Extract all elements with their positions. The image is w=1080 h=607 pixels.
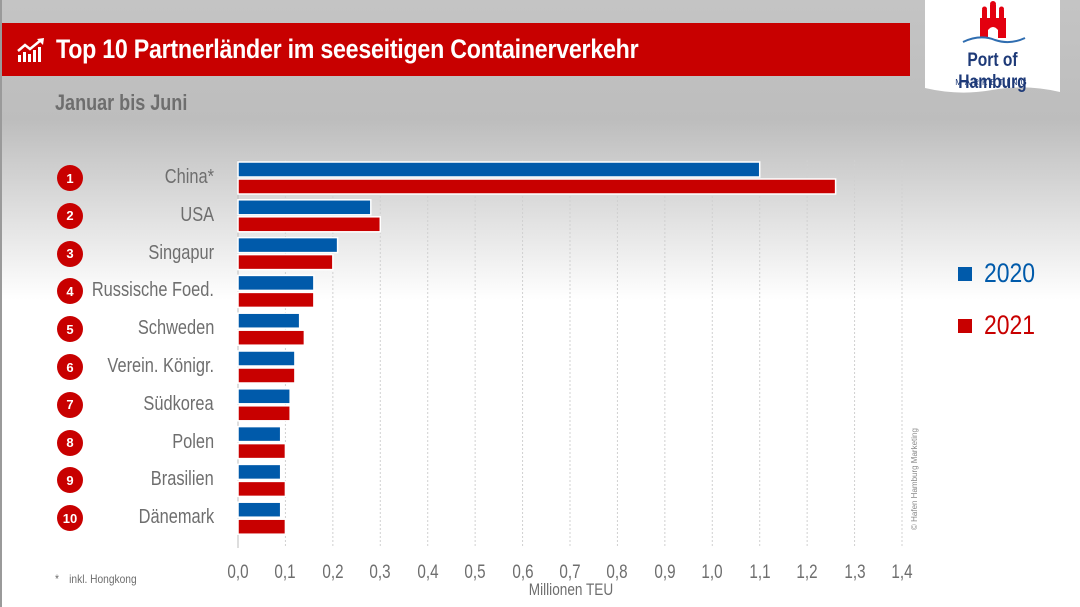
legend-item-2020: 2020 xyxy=(958,258,1044,289)
footnote-mark: * xyxy=(55,572,59,586)
bar-2021 xyxy=(237,178,837,195)
category-label: Dänemark xyxy=(138,506,214,529)
category-label: Südkorea xyxy=(143,392,214,415)
x-tick-label: 0,8 xyxy=(606,562,628,583)
chart-title: Top 10 Partnerländer im seeseitigen Cont… xyxy=(56,34,639,64)
x-tick-label: 1,4 xyxy=(891,562,913,583)
rank-badge: 4 xyxy=(57,278,83,305)
rank-badge: 9 xyxy=(57,467,83,494)
legend-swatch-2020 xyxy=(958,266,972,281)
category-label: Brasilien xyxy=(151,468,214,491)
x-tick-label: 0,2 xyxy=(322,562,344,583)
x-tick-label: 0,5 xyxy=(464,562,486,583)
category-label: Singapur xyxy=(148,241,214,264)
legend-label-2020: 2020 xyxy=(984,258,1036,288)
bar-2021 xyxy=(237,442,287,460)
bar-2021 xyxy=(237,367,296,384)
rank-badge: 6 xyxy=(57,354,83,380)
slide-left-border xyxy=(0,0,2,607)
bar-2020 xyxy=(237,274,315,292)
rank-badge: 8 xyxy=(57,429,83,456)
bar-2021 xyxy=(237,253,334,271)
rank-badge: 1 xyxy=(57,165,83,191)
rank-badge: 3 xyxy=(57,240,83,267)
bar-2021 xyxy=(237,329,306,346)
category-label: Russische Foed. xyxy=(91,279,214,302)
category-label: Polen xyxy=(172,430,214,453)
bar-2020 xyxy=(237,199,372,216)
bar-2021 xyxy=(237,518,287,535)
category-label: Verein. Königr. xyxy=(107,355,214,377)
bar-2020 xyxy=(237,463,282,481)
x-tick-label: 1,2 xyxy=(796,562,818,583)
x-tick-label: 0,0 xyxy=(227,562,249,583)
copyright-notice: © Hafen Hamburg Marketing xyxy=(910,428,919,530)
x-tick-label: 0,6 xyxy=(511,562,534,583)
x-tick-label: 0,9 xyxy=(654,562,676,583)
bar-2020 xyxy=(237,425,282,443)
rank-badge: 5 xyxy=(57,316,83,343)
legend-label-2021: 2021 xyxy=(984,310,1036,340)
title-bar: Top 10 Partnerländer im seeseitigen Cont… xyxy=(2,23,910,76)
rank-badge: 2 xyxy=(57,202,83,229)
bar-2020 xyxy=(237,350,296,367)
port-of-hamburg-logo: Port of Hamburg MARKETING xyxy=(925,0,1060,98)
x-tick-label: 1,3 xyxy=(843,562,866,583)
x-tick-label: 0,7 xyxy=(559,562,581,583)
logo-flag-background xyxy=(925,0,1060,93)
legend-swatch-2021 xyxy=(958,318,972,333)
chart-growth-icon xyxy=(17,37,44,62)
category-label: China* xyxy=(164,166,214,188)
bar-2021 xyxy=(237,291,315,309)
category-label: USA xyxy=(180,203,214,226)
category-label: Schweden xyxy=(137,317,214,340)
footnote-text: inkl. Hongkong xyxy=(69,572,137,586)
x-axis-label: Millionen TEU xyxy=(528,580,614,599)
x-tick-label: 0,1 xyxy=(274,562,296,583)
chart-subtitle: Januar bis Juni xyxy=(55,90,188,115)
footnote: * inkl. Hongkong xyxy=(55,572,137,586)
logo-name: Port of Hamburg xyxy=(958,50,1027,93)
bar-2021 xyxy=(237,216,382,233)
bar-2021 xyxy=(237,405,291,422)
rank-badge: 7 xyxy=(57,391,83,418)
bar-2020 xyxy=(237,161,761,178)
x-tick-label: 0,3 xyxy=(369,562,391,583)
logo-subtitle: MARKETING xyxy=(955,78,1030,87)
bar-2020 xyxy=(237,501,282,518)
legend-item-2021: 2021 xyxy=(958,310,1044,341)
bar-2020 xyxy=(237,312,301,329)
hamburg-castle-icon xyxy=(962,1,1026,44)
x-tick-label: 1,1 xyxy=(749,562,771,583)
rank-badge: 10 xyxy=(57,505,83,532)
x-tick-label: 1,0 xyxy=(701,562,723,583)
bar-2020 xyxy=(237,388,291,405)
bar-2020 xyxy=(237,236,339,254)
bar-2021 xyxy=(237,480,287,498)
x-tick-label: 0,4 xyxy=(417,562,439,583)
